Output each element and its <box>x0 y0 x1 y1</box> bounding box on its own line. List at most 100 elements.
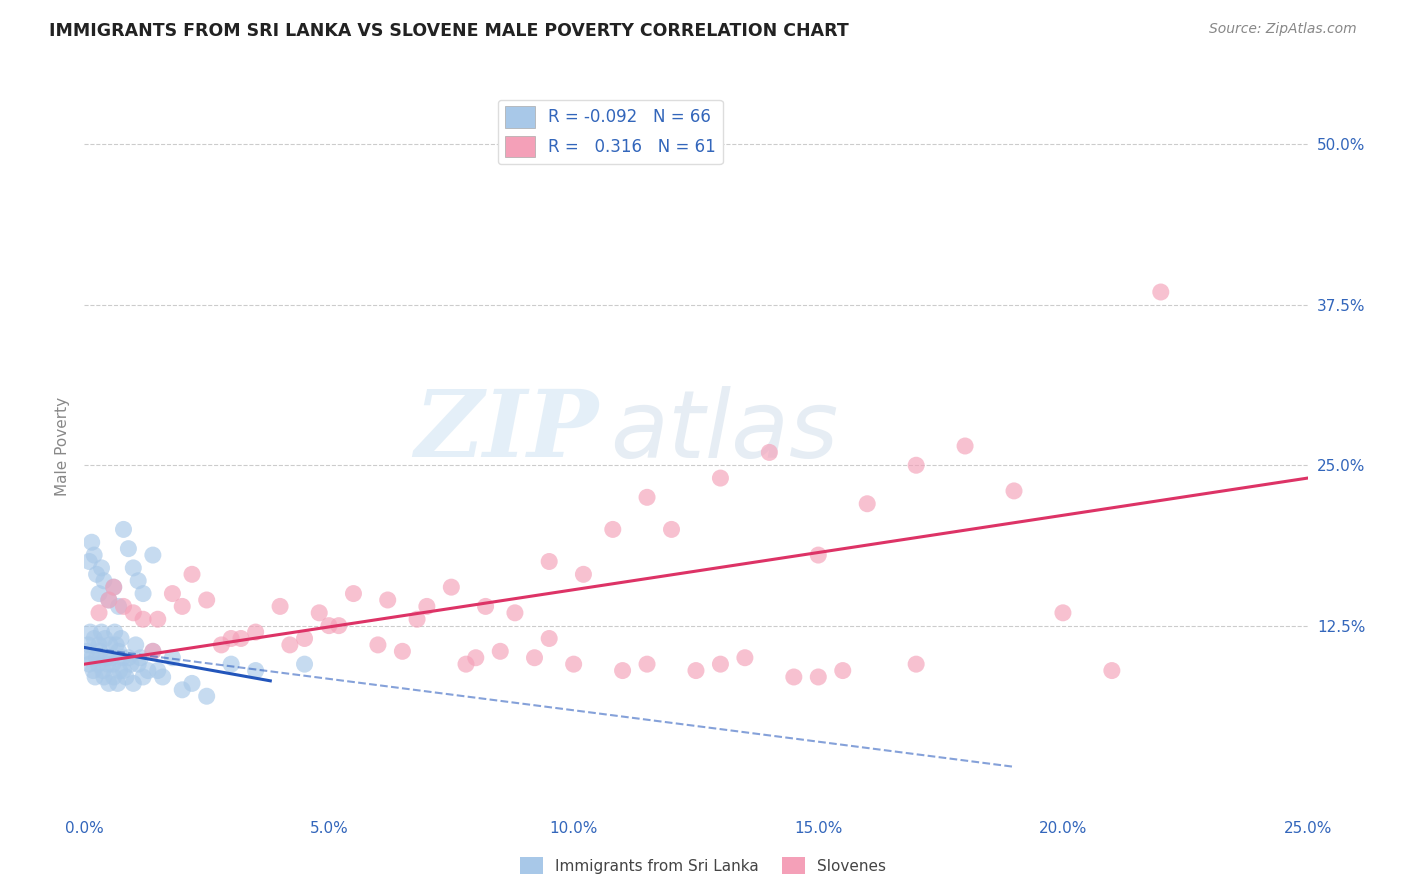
Point <box>489 644 512 658</box>
Point <box>97 593 120 607</box>
Point <box>132 586 155 600</box>
Point <box>172 599 194 614</box>
Point <box>162 650 184 665</box>
Point <box>105 638 128 652</box>
Point <box>122 561 145 575</box>
Point <box>758 445 780 459</box>
Point <box>115 670 138 684</box>
Point <box>87 657 110 672</box>
Point <box>661 523 683 537</box>
Point <box>112 599 135 614</box>
Point <box>97 657 120 672</box>
Point <box>76 644 98 658</box>
Point <box>308 606 330 620</box>
Point <box>125 638 148 652</box>
Point <box>86 650 108 665</box>
Point <box>103 580 125 594</box>
Point <box>91 664 114 678</box>
Point <box>84 670 107 684</box>
Point <box>110 632 132 646</box>
Point <box>538 554 561 568</box>
Point <box>89 644 111 658</box>
Point <box>181 676 204 690</box>
Point <box>82 664 104 678</box>
Point <box>245 664 267 678</box>
Point <box>709 657 731 672</box>
Point <box>112 523 135 537</box>
Point <box>783 670 806 684</box>
Point <box>856 497 879 511</box>
Point <box>93 670 115 684</box>
Text: Source: ZipAtlas.com: Source: ZipAtlas.com <box>1209 22 1357 37</box>
Point <box>80 535 103 549</box>
Point <box>93 574 115 588</box>
Point <box>117 541 139 556</box>
Point <box>146 612 169 626</box>
Point <box>474 599 496 614</box>
Point <box>87 638 110 652</box>
Point <box>245 625 267 640</box>
Point <box>1052 606 1074 620</box>
Legend: R = -0.092   N = 66, R =   0.316   N = 61: R = -0.092 N = 66, R = 0.316 N = 61 <box>498 100 723 164</box>
Point <box>83 632 105 646</box>
Point <box>229 632 252 646</box>
Point <box>117 650 139 665</box>
Point <box>90 561 112 575</box>
Point <box>132 670 155 684</box>
Point <box>953 439 976 453</box>
Point <box>162 586 184 600</box>
Point <box>905 458 928 473</box>
Point <box>132 612 155 626</box>
Point <box>77 657 100 672</box>
Point <box>77 554 100 568</box>
Point <box>80 650 103 665</box>
Point <box>97 676 120 690</box>
Text: atlas: atlas <box>610 386 838 477</box>
Point <box>86 567 108 582</box>
Point <box>104 625 127 640</box>
Point <box>734 650 756 665</box>
Point <box>294 632 316 646</box>
Point <box>572 567 595 582</box>
Point <box>440 580 463 594</box>
Point <box>1101 664 1123 678</box>
Point <box>807 670 830 684</box>
Point <box>96 650 118 665</box>
Point <box>127 657 149 672</box>
Point <box>112 664 135 678</box>
Point <box>181 567 204 582</box>
Point <box>342 586 364 600</box>
Point <box>101 657 124 672</box>
Point <box>100 650 122 665</box>
Point <box>523 650 546 665</box>
Point <box>122 676 145 690</box>
Point <box>142 644 165 658</box>
Point <box>136 664 159 678</box>
Point <box>807 548 830 562</box>
Point <box>454 657 477 672</box>
Point <box>120 657 142 672</box>
Point <box>367 638 389 652</box>
Point <box>122 606 145 620</box>
Point <box>406 612 429 626</box>
Point <box>142 548 165 562</box>
Point <box>107 676 129 690</box>
Point <box>612 664 634 678</box>
Point <box>318 618 340 632</box>
Point <box>107 599 129 614</box>
Point <box>77 638 100 652</box>
Point <box>111 650 134 665</box>
Point <box>905 657 928 672</box>
Point <box>142 644 165 658</box>
Y-axis label: Male Poverty: Male Poverty <box>55 396 70 496</box>
Point <box>328 618 350 632</box>
Point <box>87 606 110 620</box>
Point <box>278 638 301 652</box>
Text: IMMIGRANTS FROM SRI LANKA VS SLOVENE MALE POVERTY CORRELATION CHART: IMMIGRANTS FROM SRI LANKA VS SLOVENE MAL… <box>49 22 849 40</box>
Point <box>709 471 731 485</box>
Point <box>269 599 291 614</box>
Point <box>636 491 658 505</box>
Point <box>87 586 110 600</box>
Point <box>831 664 853 678</box>
Point <box>1150 285 1173 299</box>
